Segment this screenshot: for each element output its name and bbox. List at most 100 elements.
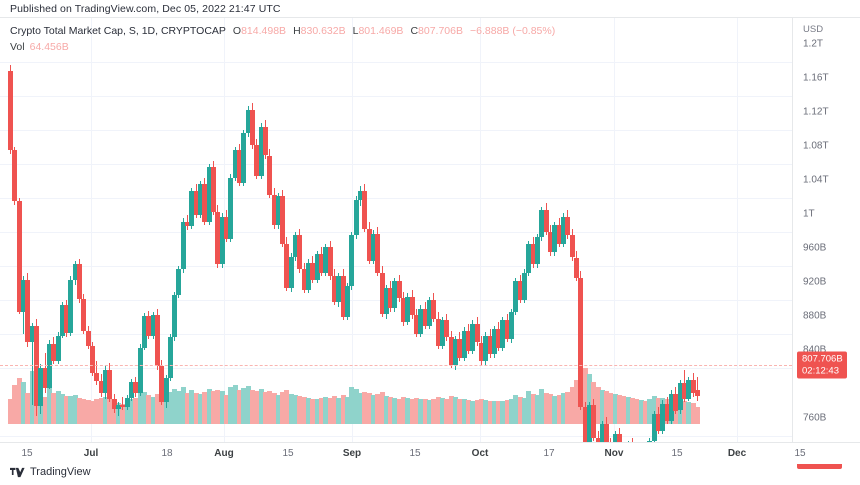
candle-body <box>366 228 372 261</box>
candle-body <box>578 277 584 408</box>
volume-bar <box>185 393 191 424</box>
candle-body <box>582 407 588 442</box>
volume-bar <box>193 392 199 424</box>
volume-bar <box>681 401 687 424</box>
candle-body <box>548 232 553 253</box>
tradingview-logo-icon <box>10 467 25 478</box>
volume-bar <box>483 400 489 424</box>
time-axis-tick-label: 15 <box>282 448 294 459</box>
candle-body <box>656 413 661 431</box>
candle-body <box>427 300 433 326</box>
candle-body <box>496 328 502 348</box>
chart-plot-area[interactable] <box>0 18 792 442</box>
candle-body <box>461 330 467 358</box>
candle-body <box>185 221 191 227</box>
volume-bar <box>694 407 700 424</box>
volume-bar <box>306 397 312 424</box>
candle-body <box>176 269 182 295</box>
volume-bar <box>353 389 359 424</box>
volume-bar <box>51 392 57 424</box>
candle-body <box>211 167 217 212</box>
volume-bar <box>643 400 649 424</box>
low-value: L801.469B <box>352 25 404 37</box>
candle-body <box>604 424 610 442</box>
price-axis-tick-label: 1.16T <box>803 72 829 84</box>
volume-bar <box>491 401 497 424</box>
volume-bar <box>349 387 355 424</box>
candle-body <box>586 405 592 442</box>
candle-body <box>25 279 31 342</box>
candle-body <box>612 434 618 442</box>
time-axis-tick-label: 15 <box>794 448 806 459</box>
symbol-title[interactable]: Crypto Total Market Cap, S, 1D, CRYPTOCA… <box>10 25 226 37</box>
candle-wick <box>649 437 651 442</box>
candle-body <box>284 243 290 289</box>
volume-bar <box>448 395 454 424</box>
candle-body <box>85 330 91 346</box>
grid-line-horizontal <box>0 368 792 369</box>
grid-line-horizontal <box>0 436 792 437</box>
volume-bar <box>435 396 441 424</box>
volume-bar <box>565 392 571 424</box>
volume-bar <box>288 393 294 424</box>
volume-bar <box>634 399 640 424</box>
candle-body <box>396 281 402 299</box>
candle-body <box>677 383 683 411</box>
time-axis-tick-label: 15 <box>409 448 421 459</box>
candle-body <box>189 191 195 227</box>
volume-bar <box>690 403 696 424</box>
candle-body <box>12 149 18 202</box>
candle-body <box>215 211 221 265</box>
volume-bar <box>77 397 83 424</box>
time-axis-tick-label: 17 <box>543 448 555 459</box>
volume-bar <box>232 384 238 424</box>
volume-bar <box>366 393 372 424</box>
volume-bar <box>362 391 368 424</box>
candle-body <box>552 225 558 253</box>
ohlc-values: O814.498B H830.632B L801.469B C807.706B <box>233 24 463 38</box>
volume-bar <box>617 395 623 424</box>
volume-bar <box>271 393 277 424</box>
candle-body <box>306 262 312 290</box>
price-axis-tick-label: 1.08T <box>803 140 829 152</box>
candle-body <box>116 404 121 409</box>
candle-body <box>344 286 350 317</box>
volume-bar <box>388 396 394 424</box>
candle-body <box>133 382 139 394</box>
volume-bar <box>332 396 337 424</box>
volume-bar <box>146 395 152 424</box>
volume-bar <box>198 394 204 424</box>
volume-bar <box>167 392 173 424</box>
candle-body <box>59 305 65 336</box>
high-value: H830.632B <box>293 25 346 37</box>
candle-body <box>254 145 260 176</box>
grid-line-vertical <box>480 18 481 442</box>
volume-bar <box>262 392 268 424</box>
price-axis-tick-label: 960B <box>803 242 827 254</box>
candle-body <box>124 397 130 408</box>
candle-body <box>297 235 303 270</box>
time-axis[interactable]: 15 Jul 18 Aug 15 Sep 15 Oct 17 Nov 15 Dec 15 <box>0 442 860 464</box>
candle-body <box>405 296 411 323</box>
candle-body <box>293 235 299 257</box>
volume-bar <box>94 399 100 424</box>
candle-wick <box>610 437 612 442</box>
volume-bar <box>68 395 74 424</box>
candle-body <box>81 299 87 331</box>
candle-body <box>271 194 277 226</box>
candle-body <box>154 315 160 367</box>
volume-bar <box>604 391 610 424</box>
candle-body <box>128 382 134 398</box>
candle-body <box>332 276 337 302</box>
candle-body <box>150 315 156 336</box>
candle-body <box>193 191 199 215</box>
volume-bar <box>595 387 601 424</box>
candle-body <box>560 216 566 244</box>
candle-body <box>465 330 471 351</box>
volume-bar <box>120 404 126 424</box>
volume-bar <box>98 398 104 424</box>
volume-bar <box>535 395 541 424</box>
price-axis[interactable]: USD 1.2T 1.16T 1.12T 1.08T 1.04T 1T 960B 920B 88… <box>792 18 860 469</box>
candle-body <box>349 235 355 287</box>
volume-bar <box>16 377 22 424</box>
